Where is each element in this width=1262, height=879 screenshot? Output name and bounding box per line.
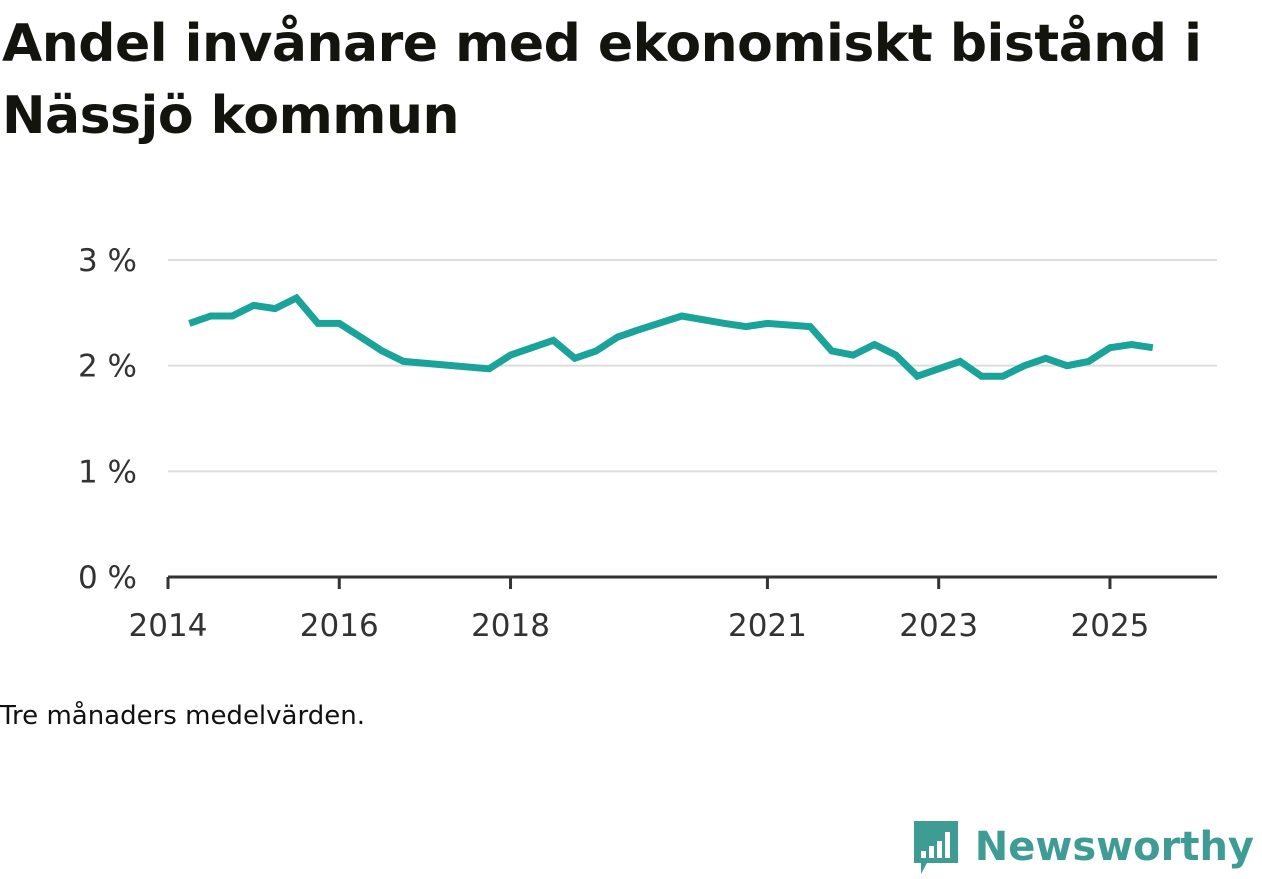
brand-name: Newsworthy [974,824,1254,870]
data-point [186,320,193,327]
data-point [229,313,236,320]
data-point [764,320,771,327]
data-point [957,358,964,365]
x-tick-label: 2025 [1071,608,1150,644]
y-tick-label: 3 % [78,243,137,279]
data-point [999,373,1006,380]
data-point [1085,358,1092,365]
data-point [207,313,214,320]
x-tick-label: 2021 [728,608,807,644]
x-tick-label: 2016 [300,608,379,644]
data-point [828,347,835,354]
data-point [272,305,279,312]
data-point [1128,341,1135,348]
data-point [1042,355,1049,362]
x-tick-label: 2018 [471,608,550,644]
data-point [850,352,857,359]
chart-title: Andel invånare med ekonomiskt bistånd i … [2,14,1202,146]
y-tick-label: 2 % [78,349,137,385]
data-point [614,334,621,341]
data-point [507,352,514,359]
data-point [314,320,321,327]
data-point [1149,344,1156,351]
data-point [400,358,407,365]
data-point [1021,362,1028,369]
bar-chart-speech-bubble-icon [913,821,958,874]
data-point [871,341,878,348]
data-point [807,323,814,330]
series-line [188,293,1154,381]
x-axis: 2014 2016 2018 2021 2023 2025 [129,575,1217,644]
data-point [593,347,600,354]
data-point [528,344,535,351]
data-point [978,373,985,380]
data-point [550,337,557,344]
data-point [914,373,921,380]
gridlines [168,259,1217,473]
data-point [357,334,364,341]
x-tick-label: 2023 [899,608,978,644]
x-tick-label: 2014 [129,608,208,644]
data-point [743,323,750,330]
data-point [892,352,899,359]
data-point [935,365,942,372]
data-point [571,355,578,362]
y-axis-tick-labels: 0 % 1 % 2 % 3 % [78,243,137,596]
data-point [721,320,728,327]
data-series [186,293,1156,381]
data-point [486,365,493,372]
data-point [293,295,300,302]
data-point [250,302,257,309]
data-point [635,326,642,333]
data-point [1064,362,1071,369]
chart-footnote: Tre månaders medelvärden. [0,701,365,731]
y-tick-label: 1 % [78,454,137,490]
data-point [678,313,685,320]
data-point [1106,344,1113,351]
data-point [379,347,386,354]
y-tick-label: 0 % [78,560,137,596]
data-point [336,320,343,327]
brand-logo: Newsworthy [911,818,1254,876]
